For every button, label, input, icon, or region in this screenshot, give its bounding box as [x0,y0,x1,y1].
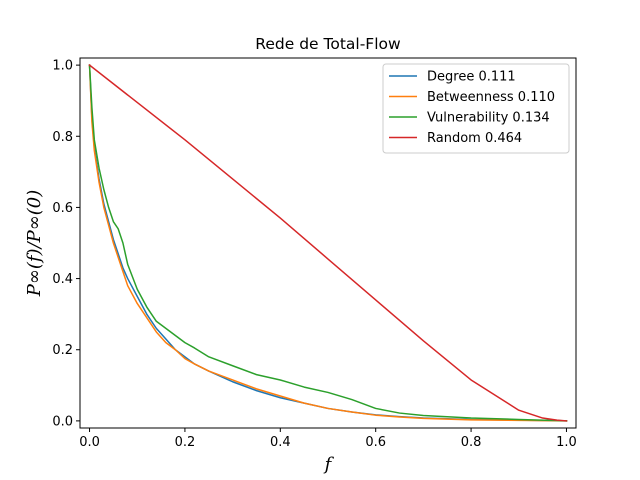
x-tick-label: 1.0 [556,435,577,450]
x-tick: 0.0 [79,428,100,450]
series-line-vulnerability [88,64,568,422]
y-tick-label: 0.2 [52,343,73,358]
x-tick-label: 0.6 [365,435,386,450]
legend-label: Betweenness 0.110 [427,90,555,105]
legend-label: Random 0.464 [427,131,522,146]
legend: Degree 0.111 Betweenness 0.110 Vulnerabili… [382,63,570,154]
y-tick-label: 0.6 [52,201,73,216]
x-tick: 0.8 [461,428,482,450]
legend-item-degree: Degree 0.111 [389,70,516,85]
legend-item-vulnerability: Vulnerability 0.134 [389,111,550,126]
x-tick: 1.0 [556,428,577,450]
svg-text:f: f [323,454,335,475]
legend-item-random: Random 0.464 [389,131,522,146]
legend-box [382,63,570,154]
x-tick: 0.2 [175,428,196,450]
series-layer [88,64,568,422]
x-tick-label: 0.4 [270,435,291,450]
y-tick-label: 1.0 [52,59,73,74]
y-tick: 0.6 [52,201,80,216]
y-tick-label: 0.4 [52,272,73,287]
legend-item-betweenness: Betweenness 0.110 [389,90,555,105]
y-tick: 0.2 [52,343,80,358]
series-line-random [88,64,568,422]
x-axis-label: f [323,454,335,475]
chart-title: Rede de Total-Flow [255,35,401,53]
x-tick-label: 0.2 [175,435,196,450]
legend-label: Vulnerability 0.134 [427,111,550,126]
x-tick: 0.6 [365,428,386,450]
y-axis-ticks: 0.0 0.2 0.4 0.6 0.8 1.0 [52,59,80,429]
y-tick-label: 0.8 [52,130,73,145]
y-axis-label: P∞(f)/P∞(0) [24,190,45,297]
x-tick-label: 0.8 [461,435,482,450]
series-line-betweenness [88,64,568,422]
y-tick: 0.8 [52,130,80,145]
x-axis-ticks: 0.0 0.2 0.4 0.6 0.8 1.0 [79,428,577,450]
y-tick: 0.4 [52,272,80,287]
legend-label: Degree 0.111 [427,70,516,85]
y-tick-label: 0.0 [52,414,73,429]
y-tick: 1.0 [52,59,80,74]
x-tick-label: 0.0 [79,435,100,450]
svg-text:P∞(f)/P∞(0): P∞(f)/P∞(0) [24,190,45,297]
y-tick: 0.0 [52,414,80,429]
x-tick: 0.4 [270,428,291,450]
